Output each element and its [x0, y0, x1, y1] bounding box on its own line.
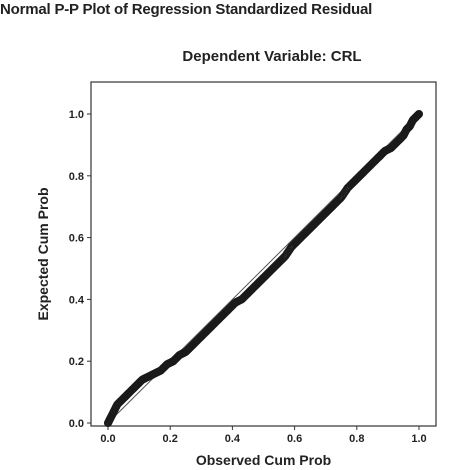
x-tick-label: 0.2 — [163, 433, 178, 445]
data-point — [414, 109, 424, 119]
data-point — [299, 230, 308, 239]
x-axis-label: Observed Cum Prob — [196, 452, 331, 468]
data-point — [374, 153, 383, 162]
y-tick-label: 0.2 — [69, 356, 84, 368]
data-point — [399, 131, 408, 140]
data-point — [312, 218, 321, 227]
data-point — [219, 310, 228, 319]
data-point — [250, 282, 259, 292]
data-point — [330, 199, 340, 208]
data-point — [324, 205, 333, 214]
data-point — [125, 388, 134, 397]
data-point — [103, 418, 113, 428]
data-point — [287, 242, 296, 251]
data-point — [225, 304, 234, 313]
data-point — [110, 406, 119, 415]
y-tick-label: 1.0 — [69, 109, 84, 121]
data-point — [306, 224, 315, 233]
y-tick-label: 0.6 — [69, 233, 84, 245]
data-point — [206, 323, 215, 332]
y-axis-label: Expected Cum Prob — [35, 187, 51, 320]
x-tick-label: 0.8 — [349, 433, 364, 445]
data-point — [156, 366, 165, 375]
data-point — [268, 264, 277, 273]
data-point — [355, 171, 364, 180]
data-point — [175, 350, 184, 360]
x-tick-label: 0.4 — [225, 433, 241, 445]
data-point — [293, 236, 302, 245]
data-point — [194, 335, 203, 344]
data-point — [131, 381, 141, 390]
data-point — [337, 193, 346, 202]
data-point — [349, 177, 358, 187]
data-point — [274, 258, 284, 267]
y-axis-ticks: 0.0 0.2 0.4 0.6 0.8 1.0 — [69, 109, 91, 430]
data-point — [393, 137, 402, 146]
data-point — [343, 184, 352, 193]
data-point — [181, 347, 190, 356]
data-point — [200, 329, 209, 338]
data-point — [231, 298, 240, 307]
data-points — [103, 109, 424, 428]
chart-title: Normal P-P Plot of Regression Standardiz… — [0, 1, 373, 18]
x-tick-label: 0.6 — [287, 433, 302, 445]
x-axis-ticks: 0.0 0.2 0.4 0.6 0.8 1.0 — [100, 426, 427, 445]
data-point — [113, 400, 122, 409]
data-point — [187, 341, 197, 350]
data-point — [380, 147, 389, 156]
data-point — [318, 211, 327, 221]
data-point — [144, 372, 153, 381]
data-point — [368, 159, 377, 168]
data-point — [256, 276, 265, 285]
data-point — [119, 394, 128, 403]
y-tick-label: 0.0 — [69, 418, 84, 430]
data-point — [138, 375, 147, 384]
x-tick-label: 0.0 — [100, 433, 115, 445]
data-point — [163, 360, 172, 369]
y-tick-label: 0.8 — [69, 171, 84, 183]
data-point — [107, 412, 116, 421]
data-point — [169, 357, 178, 366]
data-point — [281, 252, 290, 261]
data-point — [243, 289, 253, 298]
plot-area-frame — [90, 81, 437, 427]
data-point — [150, 369, 159, 378]
y-tick-label: 0.4 — [69, 294, 85, 306]
data-point — [212, 316, 221, 326]
data-point — [262, 270, 271, 279]
data-point — [405, 122, 414, 131]
data-point — [386, 143, 396, 153]
chart-subtitle: Dependent Variable: CRL — [182, 48, 362, 65]
x-tick-label: 1.0 — [411, 433, 426, 445]
data-point — [362, 165, 371, 174]
data-point — [237, 295, 246, 304]
